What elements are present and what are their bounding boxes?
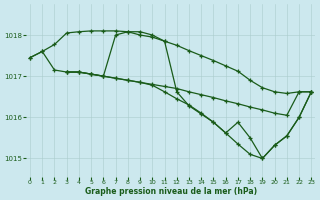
- X-axis label: Graphe pression niveau de la mer (hPa): Graphe pression niveau de la mer (hPa): [84, 187, 257, 196]
